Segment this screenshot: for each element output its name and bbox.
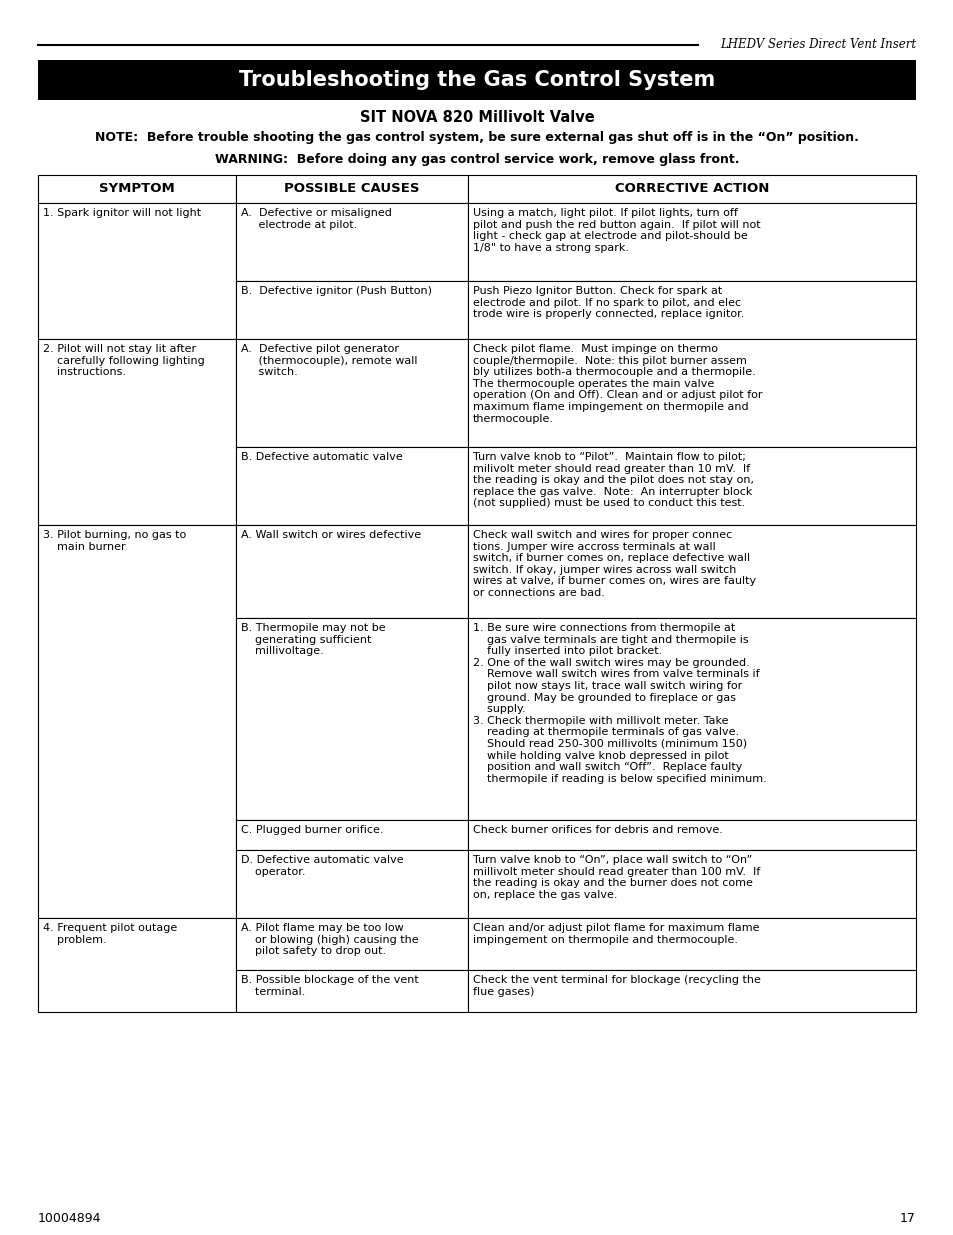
Bar xyxy=(235,175,468,203)
Text: Check burner orifices for debris and remove.: Check burner orifices for debris and rem… xyxy=(473,825,722,835)
Text: Push Piezo Ignitor Button. Check for spark at
electrode and pilot. If no spark t: Push Piezo Ignitor Button. Check for spa… xyxy=(473,287,743,319)
Bar xyxy=(468,282,915,338)
Text: Clean and/or adjust pilot flame for maximum flame
impingement on thermopile and : Clean and/or adjust pilot flame for maxi… xyxy=(473,923,759,945)
Text: A.  Defective or misaligned
     electrode at pilot.: A. Defective or misaligned electrode at … xyxy=(240,207,391,230)
Text: POSSIBLE CAUSES: POSSIBLE CAUSES xyxy=(284,183,419,195)
Text: Turn valve knob to “Pilot”.  Maintain flow to pilot;
milivolt meter should read : Turn valve knob to “Pilot”. Maintain flo… xyxy=(473,452,754,509)
Text: Turn valve knob to “On”, place wall switch to “On”
millivolt meter should read g: Turn valve knob to “On”, place wall swit… xyxy=(473,855,760,900)
Text: D. Defective automatic valve
    operator.: D. Defective automatic valve operator. xyxy=(240,855,403,877)
Bar xyxy=(468,969,915,1011)
Text: B. Defective automatic valve: B. Defective automatic valve xyxy=(240,452,402,462)
Text: 4. Frequent pilot outage
    problem.: 4. Frequent pilot outage problem. xyxy=(43,923,177,945)
Bar xyxy=(235,525,468,618)
Bar xyxy=(235,282,468,338)
Bar xyxy=(468,175,915,203)
Text: A. Wall switch or wires defective: A. Wall switch or wires defective xyxy=(240,530,420,540)
Bar xyxy=(235,850,468,918)
Bar xyxy=(468,850,915,918)
Text: Troubleshooting the Gas Control System: Troubleshooting the Gas Control System xyxy=(238,70,715,90)
Bar xyxy=(468,618,915,820)
Text: 2. Pilot will not stay lit after
    carefully following lighting
    instructio: 2. Pilot will not stay lit after careful… xyxy=(43,345,205,377)
Text: SIT NOVA 820 Millivolt Valve: SIT NOVA 820 Millivolt Valve xyxy=(359,110,594,126)
Bar xyxy=(468,203,915,282)
Bar xyxy=(38,175,235,203)
Text: 1. Spark ignitor will not light: 1. Spark ignitor will not light xyxy=(43,207,201,219)
Bar xyxy=(468,918,915,969)
Text: 1. Be sure wire connections from thermopile at
    gas valve terminals are tight: 1. Be sure wire connections from thermop… xyxy=(473,622,766,784)
Text: Check wall switch and wires for proper connec
tions. Jumper wire accross termina: Check wall switch and wires for proper c… xyxy=(473,530,756,598)
FancyBboxPatch shape xyxy=(38,61,915,100)
Text: SYMPTOM: SYMPTOM xyxy=(99,183,174,195)
Text: 17: 17 xyxy=(900,1212,915,1224)
Bar xyxy=(468,447,915,525)
Text: A. Pilot flame may be too low
    or blowing (high) causing the
    pilot safety: A. Pilot flame may be too low or blowing… xyxy=(240,923,417,956)
Bar xyxy=(235,447,468,525)
Text: B.  Defective ignitor (Push Button): B. Defective ignitor (Push Button) xyxy=(240,287,431,296)
Bar xyxy=(38,203,235,338)
Bar xyxy=(38,338,235,525)
Bar xyxy=(468,338,915,447)
Text: Check the vent terminal for blockage (recycling the
flue gases): Check the vent terminal for blockage (re… xyxy=(473,974,760,997)
Bar xyxy=(468,820,915,850)
Bar xyxy=(235,969,468,1011)
Text: CORRECTIVE ACTION: CORRECTIVE ACTION xyxy=(615,183,768,195)
Text: WARNING:  Before doing any gas control service work, remove glass front.: WARNING: Before doing any gas control se… xyxy=(214,153,739,167)
Text: B. Thermopile may not be
    generating sufficient
    millivoltage.: B. Thermopile may not be generating suff… xyxy=(240,622,385,656)
Text: B. Possible blockage of the vent
    terminal.: B. Possible blockage of the vent termina… xyxy=(240,974,417,997)
Bar xyxy=(38,525,235,918)
Text: 10004894: 10004894 xyxy=(38,1212,101,1224)
Text: NOTE:  Before trouble shooting the gas control system, be sure external gas shut: NOTE: Before trouble shooting the gas co… xyxy=(95,131,858,143)
Text: LHEDV Series Direct Vent Insert: LHEDV Series Direct Vent Insert xyxy=(720,38,915,52)
Text: 3. Pilot burning, no gas to
    main burner: 3. Pilot burning, no gas to main burner xyxy=(43,530,186,552)
Text: A.  Defective pilot generator
     (thermocouple), remote wall
     switch.: A. Defective pilot generator (thermocoup… xyxy=(240,345,416,377)
Bar xyxy=(235,820,468,850)
Text: Using a match, light pilot. If pilot lights, turn off
pilot and push the red but: Using a match, light pilot. If pilot lig… xyxy=(473,207,760,253)
Bar xyxy=(235,338,468,447)
Text: Check pilot flame.  Must impinge on thermo
couple/thermopile.  Note: this pilot : Check pilot flame. Must impinge on therm… xyxy=(473,345,761,424)
Bar xyxy=(38,918,235,1011)
Bar xyxy=(468,525,915,618)
Bar xyxy=(235,618,468,820)
Bar xyxy=(235,203,468,282)
Bar xyxy=(235,918,468,969)
Text: C. Plugged burner orifice.: C. Plugged burner orifice. xyxy=(240,825,383,835)
